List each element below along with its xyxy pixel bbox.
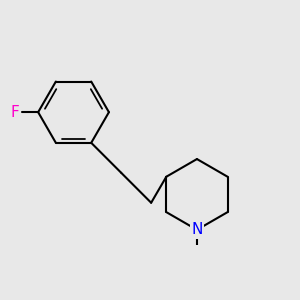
Text: N: N (191, 222, 203, 237)
Text: F: F (11, 105, 19, 120)
